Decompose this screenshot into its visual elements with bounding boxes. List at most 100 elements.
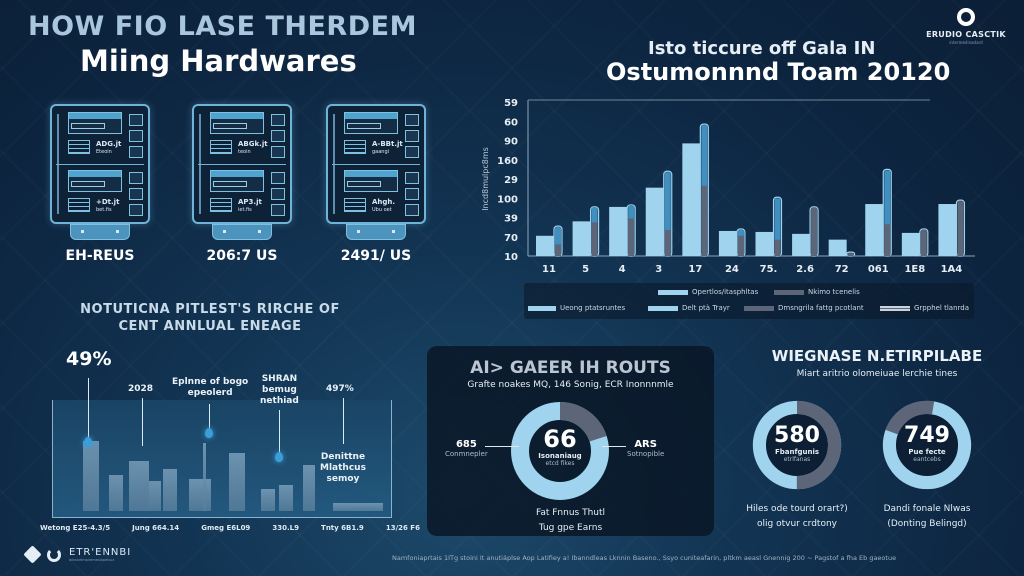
bottom-label: Tnty 6B1.9: [321, 524, 364, 532]
skyline-tank: [52, 400, 392, 518]
right-stat-label: Sotnopible: [627, 450, 665, 458]
left-stat-label: Conmnepler: [445, 450, 488, 458]
building: [129, 461, 149, 511]
server-text: Ahgh. Ubu oet: [372, 198, 396, 213]
annotation-line: [142, 398, 143, 446]
annotation-line: [209, 404, 210, 428]
right-stat-value: ARS: [634, 439, 657, 450]
server-divider: [198, 164, 286, 165]
y-tick-label: 59: [504, 98, 518, 109]
donut-label2: etrlfanas: [783, 456, 811, 463]
x-tick-label: 4: [619, 264, 626, 275]
bottom-label: 13/26 F6: [385, 524, 420, 532]
drive-slot: [210, 112, 264, 134]
legend-swatch: [880, 305, 910, 311]
server-stand: [346, 224, 406, 240]
indicator-icon: [129, 130, 143, 142]
y-tick-label: 90: [504, 137, 518, 148]
caption-line2: Tug gpe Earns: [538, 523, 603, 533]
y-tick-label: 29: [504, 175, 518, 186]
indicator-icon: [129, 114, 143, 126]
x-tick-label: 17: [688, 264, 702, 275]
drive-slot: [344, 170, 398, 192]
bar: [718, 230, 737, 256]
annotation-line: [88, 378, 89, 438]
bottom-label: Jung 664.14: [132, 524, 180, 532]
bar: [774, 198, 781, 256]
indicator-icon: [129, 188, 143, 200]
vent-icon: [210, 198, 232, 212]
building: [163, 469, 177, 511]
ring-logo-icon: [957, 8, 975, 26]
x-tick-label: 1A4: [941, 264, 963, 275]
donut-chart: [882, 400, 972, 490]
left-stat: 685 Conmnepler: [445, 439, 488, 458]
building: [189, 479, 211, 511]
annotation-text: SHRAN bemug nethiad: [260, 374, 299, 407]
donut-caption: Fat Fnnus Thutl Tug gpe Earns: [427, 506, 714, 536]
y-tick-label: 100: [497, 194, 518, 205]
donut-segment: [511, 402, 609, 500]
annotation-497pct: 497%: [326, 384, 354, 394]
bar: [792, 233, 811, 256]
page-title-line2: Miing Hardwares: [80, 44, 357, 78]
indicator-icon: [271, 172, 285, 184]
caption-line1: Dandi fonale Nlwas: [883, 504, 971, 514]
vent-icon: [68, 140, 90, 154]
bar: [920, 230, 927, 256]
server-label: 2491/ US: [340, 248, 412, 264]
donut-caption: Dandi fonale Nlwas (Donting Belingd): [852, 502, 1002, 532]
bar: [865, 204, 884, 256]
donut-value: 66: [543, 425, 577, 453]
legend-item: Dmsngrila fattg pcotlant: [744, 304, 864, 312]
donut-center: 580 Fbanfgunis etrlfanas: [750, 423, 844, 464]
donut-panel-title: AI> GAEER IH ROUTS: [470, 358, 671, 378]
indicator-icon: [271, 146, 285, 158]
bottom-label: 330.L9: [272, 524, 299, 532]
legend-swatch: [528, 305, 556, 311]
annotation-line2: epeolerd: [187, 388, 233, 398]
x-tick-label: 061: [868, 264, 889, 275]
droplet-icon: [84, 437, 92, 447]
right-panel-title: WIEGNASE N.ETIRPILABE: [771, 347, 983, 365]
chart-legend: Opertlos/itasphltas Nkimo tcenelis Ueong…: [524, 283, 974, 319]
annotation-line3: nethiad: [260, 396, 299, 406]
y-tick-label: 70: [504, 233, 518, 244]
legend-item: Opertlos/itasphltas: [658, 288, 758, 296]
brand-sub: intermedinadard: [949, 40, 983, 45]
server-text: ABGk.jt teoin: [238, 140, 268, 155]
annotation-line2: Mlathcus: [320, 463, 366, 473]
bar: [901, 232, 920, 256]
donut-value: 580: [774, 423, 820, 448]
y-tick-label: 39: [504, 214, 518, 225]
vent-icon: [344, 198, 366, 212]
drive-slot: [68, 170, 122, 192]
bar: [555, 227, 561, 256]
footer-logo-name: ETR'ENNBI: [69, 547, 132, 558]
diamond-logo-icon: [23, 545, 42, 564]
y-tick-label: 160: [497, 156, 518, 167]
bar: [774, 239, 781, 256]
x-tick-label: 75.: [760, 264, 778, 275]
droplet-icon: [275, 452, 283, 462]
vent-icon: [68, 198, 90, 212]
annotation-line2: bemug: [262, 385, 297, 395]
drive-slot: [344, 112, 398, 134]
bar: [664, 230, 671, 256]
annotation-line3: semoy: [326, 474, 360, 484]
indicator-icon: [271, 114, 285, 126]
skyline-bottom-labels: Wetong E25-4.3/5 Jung 664.14 Gmeg E6L09 …: [40, 524, 420, 532]
annotation-line: [343, 398, 344, 444]
x-tick-label: 2.6: [796, 264, 814, 275]
indicator-icon: [271, 204, 285, 216]
legend-label: Delt ptà Trayr: [682, 304, 730, 312]
annotation-text: Denittne Mlathcus semoy: [320, 452, 366, 485]
footer-logo: ETR'ENNBI wlnsnelmoiremeslaamsuz: [23, 545, 132, 564]
bar: [828, 239, 847, 256]
bar: [572, 221, 591, 256]
bottom-label: Gmeg E6L09: [201, 524, 251, 532]
legend-label: Nkimo tcenelis: [808, 288, 860, 296]
right-panel-subtitle: Miart aritrio olomeiuae lerchie tines: [796, 369, 958, 379]
ring-logo-icon: [47, 547, 61, 562]
server-divider: [332, 164, 420, 165]
